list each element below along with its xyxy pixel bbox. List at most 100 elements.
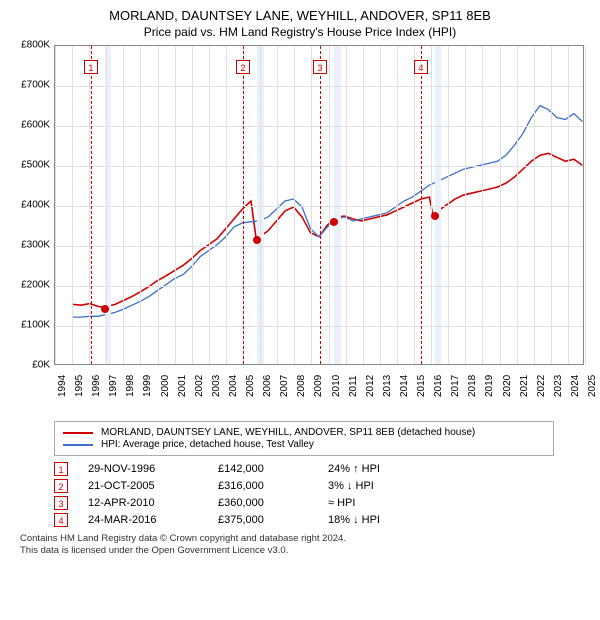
- transaction-row: 312-APR-2010£360,000≈ HPI: [54, 496, 554, 510]
- gridline: [209, 46, 210, 364]
- y-tick-label: £0K: [32, 360, 50, 371]
- x-tick-label: 2002: [194, 375, 205, 397]
- transaction-hpi: 3% ↓ HPI: [328, 480, 448, 492]
- footnote-line: Contains HM Land Registry data © Crown c…: [20, 533, 590, 545]
- gridline: [55, 326, 583, 327]
- marker-vline: [91, 46, 92, 364]
- transaction-hpi: 18% ↓ HPI: [328, 514, 448, 526]
- transaction-date: 21-OCT-2005: [88, 480, 218, 492]
- transaction-price: £316,000: [218, 480, 328, 492]
- transaction-flag: 1: [54, 462, 68, 476]
- x-tick-label: 2019: [484, 375, 495, 397]
- transaction-marker: [330, 218, 338, 226]
- x-tick-label: 2018: [467, 375, 478, 397]
- x-tick-label: 2005: [245, 375, 256, 397]
- transaction-price: £142,000: [218, 463, 328, 475]
- x-tick-label: 2023: [553, 375, 564, 397]
- gridline: [72, 46, 73, 364]
- x-tick-label: 2024: [570, 375, 581, 397]
- x-tick-label: 2007: [279, 375, 290, 397]
- x-tick-label: 1995: [74, 375, 85, 397]
- footnote: Contains HM Land Registry data © Crown c…: [20, 533, 590, 558]
- x-tick-label: 1998: [125, 375, 136, 397]
- gridline: [158, 46, 159, 364]
- marker-vline: [320, 46, 321, 364]
- transactions-table: 1 29-NOV-1996£142,00024% ↑ HPI 2 21-OCT-200…: [54, 462, 554, 527]
- gridline: [55, 206, 583, 207]
- gridline: [55, 286, 583, 287]
- gridline: [123, 46, 124, 364]
- gridline: [329, 46, 330, 364]
- gridline: [260, 46, 261, 364]
- gridline: [106, 46, 107, 364]
- legend-swatch: [63, 444, 93, 446]
- y-tick-label: £400K: [21, 200, 50, 211]
- gridline: [140, 46, 141, 364]
- gridline: [277, 46, 278, 364]
- legend-label: HPI: Average price, detached house, Test…: [101, 439, 314, 450]
- y-axis: £0K£100K£200K£300K£400K£500K£600K£700K£8…: [10, 45, 54, 365]
- gridline: [294, 46, 295, 364]
- gridline: [55, 46, 56, 364]
- gridline: [568, 46, 569, 364]
- transaction-flag: 3: [54, 496, 68, 510]
- marker-vline: [421, 46, 422, 364]
- gridline: [517, 46, 518, 364]
- gridline: [226, 46, 227, 364]
- shaded-band: [435, 46, 442, 364]
- gridline: [465, 46, 466, 364]
- x-tick-label: 2012: [365, 375, 376, 397]
- gridline: [500, 46, 501, 364]
- line-series: [55, 46, 583, 364]
- x-tick-label: 2001: [177, 375, 188, 397]
- gridline: [414, 46, 415, 364]
- x-tick-label: 2008: [296, 375, 307, 397]
- y-tick-label: £600K: [21, 120, 50, 131]
- gridline: [311, 46, 312, 364]
- legend: MORLAND, DAUNTSEY LANE, WEYHILL, ANDOVER…: [54, 421, 554, 456]
- x-tick-label: 1999: [142, 375, 153, 397]
- chart: £0K£100K£200K£300K£400K£500K£600K£700K£8…: [10, 45, 590, 415]
- transaction-marker: [253, 236, 261, 244]
- y-tick-label: £800K: [21, 40, 50, 51]
- gridline: [175, 46, 176, 364]
- y-tick-label: £500K: [21, 160, 50, 171]
- transaction-hpi: ≈ HPI: [328, 497, 448, 509]
- x-tick-label: 2021: [519, 375, 530, 397]
- series-property: [73, 153, 583, 307]
- legend-item: HPI: Average price, detached house, Test…: [63, 439, 545, 450]
- transaction-date: 29-NOV-1996: [88, 463, 218, 475]
- x-tick-label: 1997: [108, 375, 119, 397]
- transaction-row: 1 29-NOV-1996£142,00024% ↑ HPI: [54, 462, 554, 476]
- legend-label: MORLAND, DAUNTSEY LANE, WEYHILL, ANDOVER…: [101, 427, 475, 438]
- x-tick-label: 2016: [433, 375, 444, 397]
- transaction-marker: [431, 212, 439, 220]
- x-tick-label: 2003: [211, 375, 222, 397]
- gridline: [534, 46, 535, 364]
- gridline: [431, 46, 432, 364]
- x-tick-label: 2006: [262, 375, 273, 397]
- x-tick-label: 2017: [450, 375, 461, 397]
- y-tick-label: £300K: [21, 240, 50, 251]
- transaction-row: 424-MAR-2016£375,00018% ↓ HPI: [54, 513, 554, 527]
- gridline: [55, 126, 583, 127]
- y-tick-label: £200K: [21, 280, 50, 291]
- x-axis: 1994199519961997199819992000200120022003…: [54, 367, 584, 415]
- gridline: [397, 46, 398, 364]
- transaction-date: 24-MAR-2016: [88, 514, 218, 526]
- x-tick-label: 2025: [587, 375, 598, 397]
- x-tick-label: 2013: [382, 375, 393, 397]
- gridline: [363, 46, 364, 364]
- plot-area: 1234: [54, 45, 584, 365]
- gridline: [551, 46, 552, 364]
- marker-flag: 1: [84, 60, 98, 74]
- transaction-marker: [101, 305, 109, 313]
- transaction-hpi: 24% ↑ HPI: [328, 463, 448, 475]
- transaction-row: 2 21-OCT-2005£316,0003% ↓ HPI: [54, 479, 554, 493]
- gridline: [346, 46, 347, 364]
- legend-item: MORLAND, DAUNTSEY LANE, WEYHILL, ANDOVER…: [63, 427, 545, 438]
- marker-flag: 2: [236, 60, 250, 74]
- gridline: [55, 166, 583, 167]
- transaction-flag: 2: [54, 479, 68, 493]
- transaction-price: £360,000: [218, 497, 328, 509]
